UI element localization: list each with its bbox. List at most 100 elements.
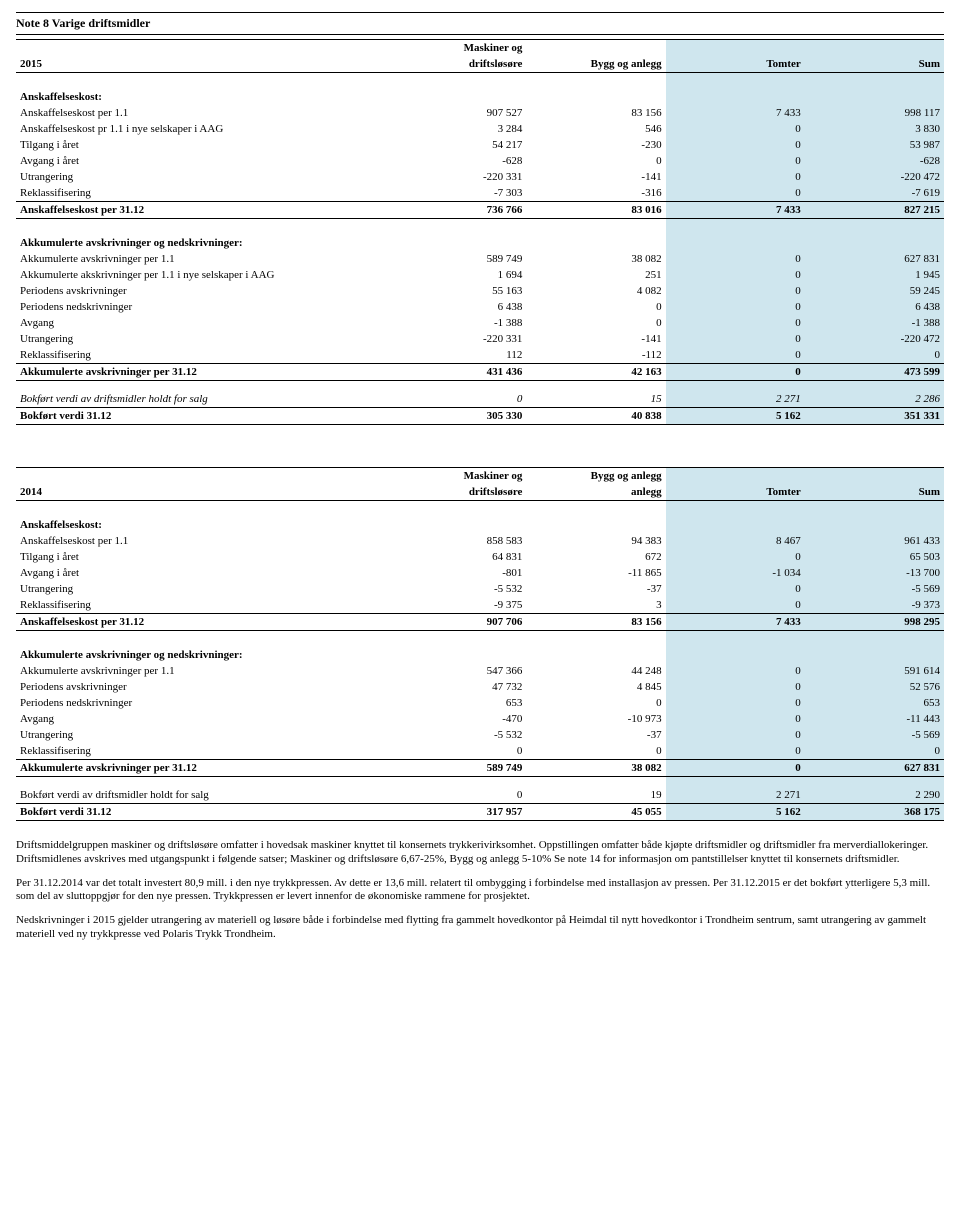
table-row: Akkumulerte avskrivninger per 1.1589 749… bbox=[16, 251, 944, 267]
total-cell: 83 156 bbox=[526, 614, 665, 631]
cell: 0 bbox=[387, 787, 526, 804]
cell: 0 bbox=[526, 299, 665, 315]
col-header: Tomter bbox=[666, 484, 805, 501]
cell: Periodens avskrivninger bbox=[16, 679, 387, 695]
total-cell: 7 433 bbox=[666, 202, 805, 219]
cell: 0 bbox=[666, 267, 805, 283]
book-label: Bokført verdi 31.12 bbox=[16, 408, 387, 425]
col-header: Maskiner og bbox=[387, 40, 526, 57]
cell: 83 156 bbox=[526, 105, 665, 121]
cell: -220 472 bbox=[805, 331, 944, 347]
cell: 47 732 bbox=[387, 679, 526, 695]
cell: 19 bbox=[526, 787, 665, 804]
cell: 653 bbox=[387, 695, 526, 711]
cell: Avgang i året bbox=[16, 153, 387, 169]
table-row: Anskaffelseskost per 1.1907 52783 1567 4… bbox=[16, 105, 944, 121]
table-row: Periodens avskrivninger47 7324 845052 57… bbox=[16, 679, 944, 695]
total-cell: 431 436 bbox=[387, 364, 526, 381]
cell: Periodens nedskrivninger bbox=[16, 695, 387, 711]
cell: 7 433 bbox=[666, 105, 805, 121]
cell: Utrangering bbox=[16, 727, 387, 743]
cell: 0 bbox=[666, 169, 805, 185]
cell: 0 bbox=[666, 347, 805, 364]
cell: 0 bbox=[526, 743, 665, 760]
cell: 2 271 bbox=[666, 787, 805, 804]
cell: 65 503 bbox=[805, 549, 944, 565]
col-header: Sum bbox=[805, 56, 944, 73]
total-cell: 38 082 bbox=[526, 760, 665, 777]
cell: 0 bbox=[666, 743, 805, 760]
total-cell: 589 749 bbox=[387, 760, 526, 777]
cell: -5 569 bbox=[805, 581, 944, 597]
cell: Reklassifisering bbox=[16, 185, 387, 202]
cell: 0 bbox=[666, 663, 805, 679]
cell: Periodens avskrivninger bbox=[16, 283, 387, 299]
section-heading: Anskaffelseskost: bbox=[16, 511, 387, 533]
cell: -112 bbox=[526, 347, 665, 364]
cell: 0 bbox=[805, 743, 944, 760]
table-row: Reklassifisering-9 37530-9 373 bbox=[16, 597, 944, 614]
total-label: Anskaffelseskost per 31.12 bbox=[16, 202, 387, 219]
cell: -141 bbox=[526, 331, 665, 347]
table-row: Avgang-1 38800-1 388 bbox=[16, 315, 944, 331]
cell: 0 bbox=[526, 695, 665, 711]
total-cell: 998 295 bbox=[805, 614, 944, 631]
table-2014: Maskiner og Bygg og anlegg 2014 driftslø… bbox=[16, 467, 944, 821]
cell: 1 694 bbox=[387, 267, 526, 283]
cell: -628 bbox=[805, 153, 944, 169]
cell: 0 bbox=[666, 331, 805, 347]
cell: Akkumulerte avskrivninger per 1.1 bbox=[16, 251, 387, 267]
cell: Anskaffelseskost pr 1.1 i nye selskaper … bbox=[16, 121, 387, 137]
cell: -7 303 bbox=[387, 185, 526, 202]
cell: 3 284 bbox=[387, 121, 526, 137]
cell: -1 388 bbox=[387, 315, 526, 331]
table-2015: Maskiner og 2015 driftsløsøre Bygg og an… bbox=[16, 39, 944, 467]
cell: 3 bbox=[526, 597, 665, 614]
table-row: Avgang i året-801-11 865-1 034-13 700 bbox=[16, 565, 944, 581]
table-row: Periodens nedskrivninger65300653 bbox=[16, 695, 944, 711]
footnotes: Driftsmiddelgruppen maskiner og driftslø… bbox=[16, 839, 944, 942]
cell: 3 830 bbox=[805, 121, 944, 137]
cell: 45 055 bbox=[526, 804, 665, 821]
footnote-paragraph: Driftsmiddelgruppen maskiner og driftslø… bbox=[16, 839, 944, 867]
rows-akk-2015: Akkumulerte avskrivninger per 1.1589 749… bbox=[16, 251, 944, 364]
cell: -11 865 bbox=[526, 565, 665, 581]
total-label: Akkumulerte avskrivninger per 31.12 bbox=[16, 760, 387, 777]
cell: 368 175 bbox=[805, 804, 944, 821]
cell: Reklassifisering bbox=[16, 347, 387, 364]
cell: 0 bbox=[666, 283, 805, 299]
cell: -316 bbox=[526, 185, 665, 202]
table-row: Avgang-470-10 9730-11 443 bbox=[16, 711, 944, 727]
table-row: Reklassifisering112-11200 bbox=[16, 347, 944, 364]
cell: 5 162 bbox=[666, 804, 805, 821]
cell: 52 576 bbox=[805, 679, 944, 695]
table-row: Tilgang i året54 217-230053 987 bbox=[16, 137, 944, 153]
cell: Akkumulerte akskrivninger per 1.1 i nye … bbox=[16, 267, 387, 283]
table-row: Akkumulerte akskrivninger per 1.1 i nye … bbox=[16, 267, 944, 283]
cell: Akkumulerte avskrivninger per 1.1 bbox=[16, 663, 387, 679]
cell: -9 375 bbox=[387, 597, 526, 614]
cell: 351 331 bbox=[805, 408, 944, 425]
cell: 2 271 bbox=[666, 391, 805, 408]
cell: 4 082 bbox=[526, 283, 665, 299]
total-cell: 827 215 bbox=[805, 202, 944, 219]
cell: 6 438 bbox=[387, 299, 526, 315]
cell: 591 614 bbox=[805, 663, 944, 679]
cell: 858 583 bbox=[387, 533, 526, 549]
cell: 0 bbox=[805, 347, 944, 364]
cell: -230 bbox=[526, 137, 665, 153]
section-heading: Akkumulerte avskrivninger og nedskrivnin… bbox=[16, 229, 387, 251]
cell: -11 443 bbox=[805, 711, 944, 727]
cell: 55 163 bbox=[387, 283, 526, 299]
cell: 53 987 bbox=[805, 137, 944, 153]
cell: -628 bbox=[387, 153, 526, 169]
cell: 44 248 bbox=[526, 663, 665, 679]
cell: -1 388 bbox=[805, 315, 944, 331]
col-header: Maskiner og bbox=[387, 468, 526, 485]
rows-ansk-2014: Anskaffelseskost per 1.1858 58394 3838 4… bbox=[16, 533, 944, 614]
footnote-paragraph: Nedskrivninger i 2015 gjelder utrangerin… bbox=[16, 914, 944, 942]
table-row: Periodens avskrivninger55 1634 082059 24… bbox=[16, 283, 944, 299]
total-cell: 83 016 bbox=[526, 202, 665, 219]
cell: -5 532 bbox=[387, 581, 526, 597]
table-row: Utrangering-5 532-370-5 569 bbox=[16, 581, 944, 597]
